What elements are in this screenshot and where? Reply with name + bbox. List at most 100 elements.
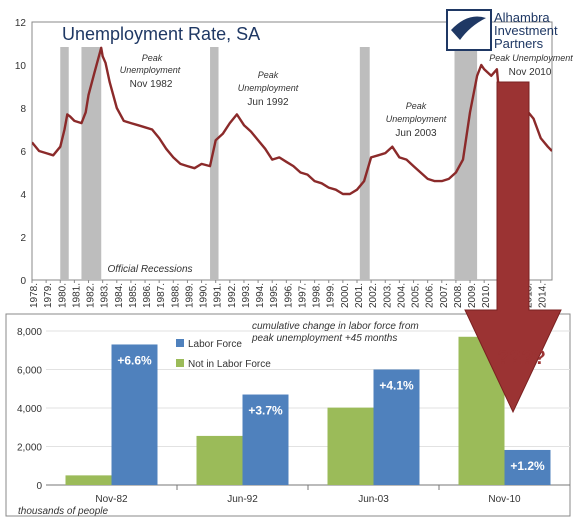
top-x-tick-label: 1995.: [269, 283, 280, 308]
peak-annotation-1992: Peak Unemployment Jun 1992: [238, 70, 299, 108]
logo-line1: Alhambra: [494, 10, 550, 25]
top-x-tick-label: 1982.: [86, 283, 97, 308]
top-y-tick-label: 10: [15, 61, 27, 72]
unemployment-rate-line: [32, 46, 552, 196]
top-x-tick-label: 1979.: [43, 283, 54, 308]
top-x-tick-label: 1990.: [199, 283, 210, 308]
top-x-tick-label: 1991.: [213, 283, 224, 308]
legend-label-not-in-labor-force: Not in Labor Force: [188, 359, 271, 370]
top-x-tick-label: 1992.: [227, 283, 238, 308]
bottom-x-tick-label: Jun-03: [358, 494, 389, 505]
bottom-y-tick-label: 4,000: [17, 404, 42, 415]
top-x-tick-label: 1984.: [114, 283, 125, 308]
top-x-tick-label: 1997.: [297, 283, 308, 308]
top-x-tick-label: 1978.: [29, 283, 40, 308]
bar-data-label: +4.1%: [379, 379, 414, 393]
top-x-tick-label: 1993.: [241, 283, 252, 308]
top-x-tick-label: 1996.: [283, 283, 294, 308]
top-x-axis: 1978. 1979. 1980. 1981. 1982. 1983. 1984. 1985.…: [29, 280, 549, 308]
annotation-2003-line1: Peak: [406, 101, 427, 111]
bottom-legend: Labor Force Not in Labor Force: [176, 339, 271, 370]
top-x-tick-label: 2006.: [425, 283, 436, 308]
bar-labor-force: [111, 344, 158, 485]
top-x-tick-label: 1980.: [57, 283, 68, 308]
recession-legend-label: Official Recessions: [107, 264, 192, 275]
logo-line2: Investment: [494, 23, 558, 38]
bottom-bars: +6.6% +3.7% +4.1% +1.2%: [65, 336, 551, 485]
annotation-1982-line3: Nov 1982: [130, 79, 173, 90]
bar-labor-force: [373, 369, 420, 485]
legend-swatch-labor-force: [176, 339, 184, 347]
annotation-2003-line3: Jun 2003: [395, 128, 437, 139]
top-panel: 0 2 4 6 8 10 12 1978. 1979. 1980. 1981. 1982. 1983.…: [15, 9, 573, 308]
top-x-tick-label: 2009.: [467, 283, 478, 308]
annotation-1992-line1: Peak: [258, 70, 279, 80]
top-x-tick-label: 2002.: [368, 283, 379, 308]
top-x-tick-label: 1987.: [156, 283, 167, 308]
bar-labor-force: [242, 394, 289, 485]
top-x-tick-label: 2003.: [382, 283, 393, 308]
bottom-annotation-line2: peak unemployment +45 months: [251, 333, 397, 344]
company-logo: Alhambra Investment Partners: [446, 9, 558, 51]
annotation-2003-line2: Unemployment: [386, 114, 447, 124]
top-y-tick-label: 8: [20, 104, 26, 115]
top-x-tick-label: 1988.: [170, 283, 181, 308]
logo-line3: Partners: [494, 36, 544, 51]
bottom-y-tick-label: 8,000: [17, 327, 42, 338]
top-x-tick-label: 2008.: [453, 283, 464, 308]
question-marks: ????: [497, 347, 546, 369]
top-y-tick-label: 2: [20, 233, 26, 244]
legend-label-labor-force: Labor Force: [188, 339, 242, 350]
bar-not-in-labor-force: [196, 435, 243, 485]
units-note: thousands of people: [18, 506, 109, 517]
top-y-tick-label: 4: [20, 190, 26, 201]
bar-data-label: +3.7%: [248, 404, 283, 418]
top-x-tick-label: 2001.: [354, 283, 365, 308]
bottom-annotation-line1: cumulative change in labor force from: [252, 321, 419, 332]
annotation-1992-line3: Jun 1992: [247, 97, 289, 108]
annotation-2010-line2: Nov 2010: [509, 67, 552, 78]
top-x-tick-label: 2005.: [411, 283, 422, 308]
peak-annotation-2003: Peak Unemployment Jun 2003: [386, 101, 447, 139]
top-y-tick-label: 0: [20, 276, 26, 287]
top-x-tick-label: 1989.: [184, 283, 195, 308]
recession-band: [210, 47, 219, 280]
bar-data-label: +1.2%: [510, 459, 545, 473]
bottom-y-tick-label: 6,000: [17, 366, 42, 377]
recession-band: [454, 47, 478, 280]
top-x-tick-label: 1999.: [326, 283, 337, 308]
top-x-tick-label: 2010.: [481, 283, 492, 308]
bottom-x-tick-label: Nov-82: [95, 494, 128, 505]
top-x-tick-label: 1983.: [100, 283, 111, 308]
bar-data-label: +6.6%: [117, 353, 152, 367]
bar-not-in-labor-force: [65, 475, 112, 485]
top-x-tick-label: 1981.: [71, 283, 82, 308]
annotation-1992-line2: Unemployment: [238, 83, 299, 93]
top-y-axis: 0 2 4 6 8 10 12: [15, 18, 27, 287]
top-x-tick-label: 2014.: [538, 283, 549, 308]
chart-title: Unemployment Rate, SA: [62, 24, 260, 44]
top-x-tick-label: 1994.: [255, 283, 266, 308]
logo-mark-swoosh: [451, 16, 486, 40]
bottom-x-tick-label: Jun-92: [227, 494, 258, 505]
bottom-x-tick-label: Nov-10: [488, 494, 521, 505]
top-x-tick-label: 1998.: [312, 283, 323, 308]
peak-annotation-1982: Peak Unemployment Nov 1982: [120, 53, 181, 90]
bottom-y-tick-label: 2,000: [17, 443, 42, 454]
recession-band: [359, 47, 370, 280]
annotation-2010-line1: Peak Unemployment: [489, 53, 573, 63]
down-arrow: [464, 81, 562, 414]
top-x-tick-label: 1986.: [142, 283, 153, 308]
top-x-tick-label: 2000.: [340, 283, 351, 308]
top-y-tick-label: 12: [15, 18, 27, 29]
legend-swatch-not-in-labor-force: [176, 359, 184, 367]
bottom-y-tick-label: 0: [36, 481, 42, 492]
bar-not-in-labor-force: [327, 407, 374, 485]
bar-labor-force: [504, 449, 551, 485]
recession-band: [60, 47, 69, 280]
top-y-tick-label: 6: [20, 147, 26, 158]
annotation-1982-line1: Peak: [142, 53, 163, 63]
bottom-x-axis: Nov-82 Jun-92 Jun-03 Nov-10: [95, 485, 521, 505]
top-x-tick-label: 2004.: [396, 283, 407, 308]
